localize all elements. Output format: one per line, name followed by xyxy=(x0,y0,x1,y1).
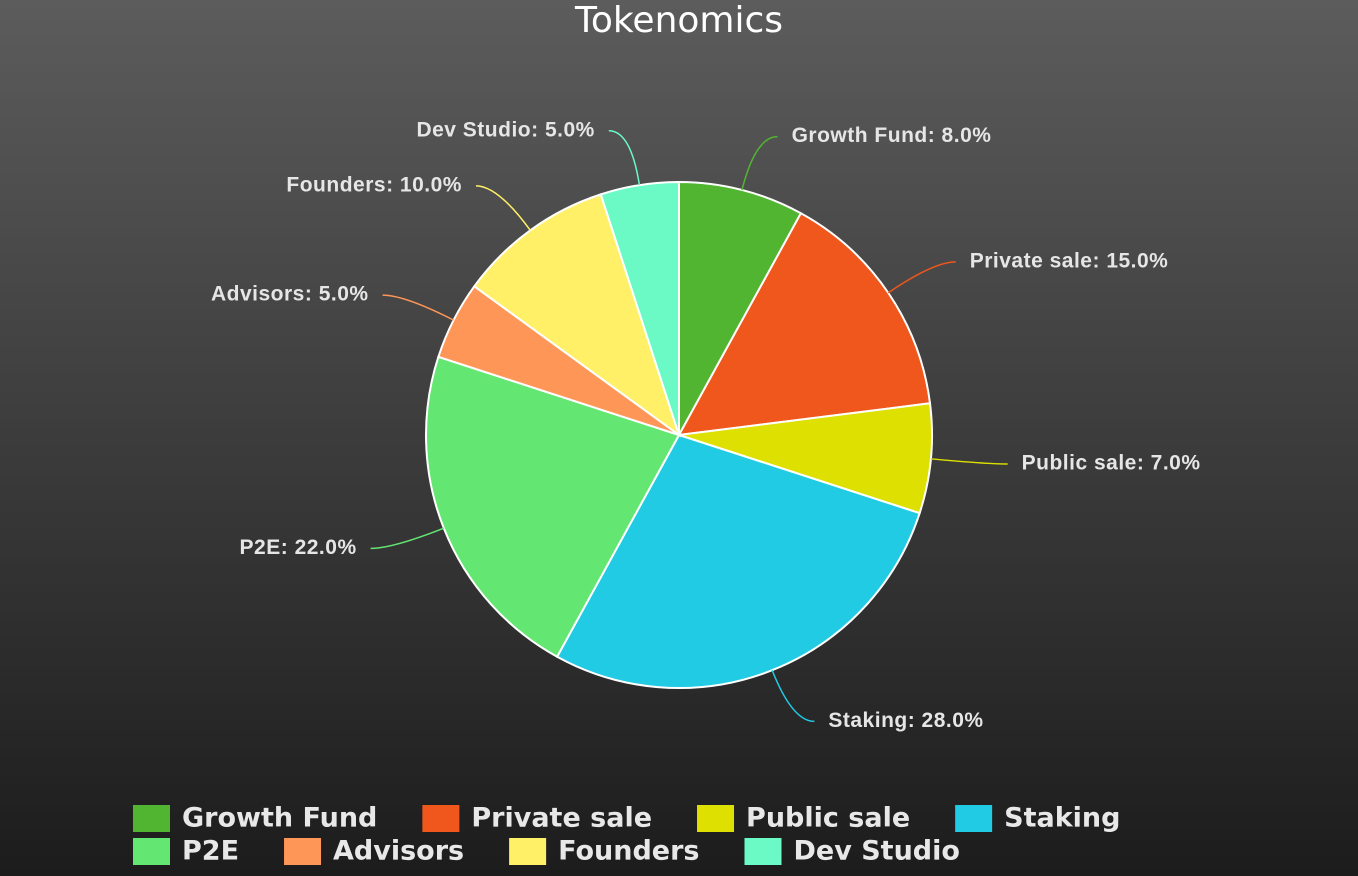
legend-item: P2E xyxy=(133,836,239,867)
data-label: Growth Fund: 8.0% xyxy=(792,124,992,147)
legend-item: Staking xyxy=(955,803,1120,834)
legend-label: Public sale xyxy=(746,803,910,834)
label-connector xyxy=(930,458,1008,465)
legend-label: Growth Fund xyxy=(182,803,377,834)
data-label: Private sale: 15.0% xyxy=(970,249,1169,272)
legend-swatch xyxy=(509,838,547,865)
legend-swatch xyxy=(697,805,735,832)
legend-swatch xyxy=(133,838,170,865)
legend-item: Founders xyxy=(509,836,700,867)
legend-item: Private sale xyxy=(422,803,652,834)
data-label: Public sale: 7.0% xyxy=(1022,452,1201,475)
chart-title: Tokenomics xyxy=(574,0,783,41)
label-connector xyxy=(382,294,454,321)
legend-label: Dev Studio xyxy=(794,836,960,867)
data-label: P2E: 22.0% xyxy=(240,536,357,559)
legend-item: Advisors xyxy=(284,836,464,867)
label-connector xyxy=(608,130,641,186)
legend-swatch xyxy=(284,838,322,865)
legend-label: Staking xyxy=(1004,803,1120,834)
data-label: Founders: 10.0% xyxy=(286,173,462,196)
legend-swatch xyxy=(422,805,460,832)
data-label: Advisors: 5.0% xyxy=(211,283,369,306)
pie-slice xyxy=(472,193,681,438)
legend-label: P2E xyxy=(182,836,239,867)
legend-swatch xyxy=(133,805,170,832)
legend-swatch xyxy=(744,838,782,865)
legend-item: Dev Studio xyxy=(744,836,960,867)
legend-swatch xyxy=(955,805,993,832)
label-connector xyxy=(741,135,778,191)
data-label: Staking: 28.0% xyxy=(828,709,983,732)
label-connector xyxy=(370,527,445,550)
pie-slice xyxy=(425,355,681,659)
legend-label: Private sale xyxy=(471,803,652,834)
legend-item: Growth Fund xyxy=(133,803,377,834)
label-connector xyxy=(887,261,956,294)
label-connector xyxy=(771,669,815,723)
legend-label: Founders xyxy=(558,836,699,867)
legend-label: Advisors xyxy=(333,836,464,867)
legend-item: Public sale xyxy=(697,803,910,834)
pie-slice xyxy=(678,402,933,515)
pie-slice xyxy=(599,180,680,436)
label-connector xyxy=(475,185,531,231)
data-label: Dev Studio: 5.0% xyxy=(416,118,594,141)
